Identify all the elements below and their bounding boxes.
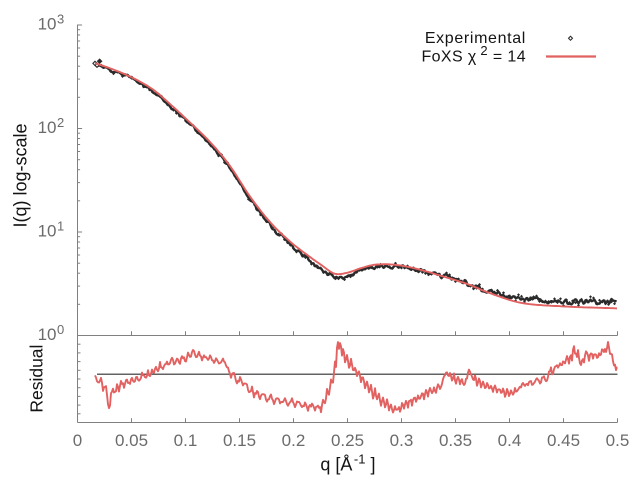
svg-text:3: 3 (57, 12, 64, 27)
svg-text:0.05: 0.05 (115, 431, 148, 450)
svg-text:0: 0 (57, 322, 64, 337)
svg-text:0.45: 0.45 (547, 431, 580, 450)
svg-text:0.35: 0.35 (439, 431, 472, 450)
svg-text:1: 1 (57, 219, 64, 234)
svg-text:2: 2 (57, 115, 64, 130)
svg-text:Residual: Residual (27, 345, 47, 413)
svg-text:10: 10 (38, 15, 57, 34)
svg-text:10: 10 (38, 222, 57, 241)
svg-text:I(q) log-scale: I(q) log-scale (11, 123, 31, 227)
svg-text:0.4: 0.4 (498, 431, 522, 450)
svg-text:q [Å -1 ]: q [Å -1 ] (320, 452, 375, 475)
svg-text:FoXS χ 2 = 14: FoXS χ 2 = 14 (421, 43, 526, 66)
svg-text:0.25: 0.25 (331, 431, 364, 450)
svg-text:0.2: 0.2 (282, 431, 306, 450)
svg-text:10: 10 (38, 118, 57, 137)
svg-text:10: 10 (38, 325, 57, 344)
svg-text:Experimental: Experimental (425, 30, 526, 47)
svg-text:0: 0 (73, 431, 82, 450)
svg-text:0.15: 0.15 (223, 431, 256, 450)
svg-text:0.5: 0.5 (606, 431, 630, 450)
svg-text:0.3: 0.3 (390, 431, 414, 450)
svg-text:0.1: 0.1 (174, 431, 198, 450)
